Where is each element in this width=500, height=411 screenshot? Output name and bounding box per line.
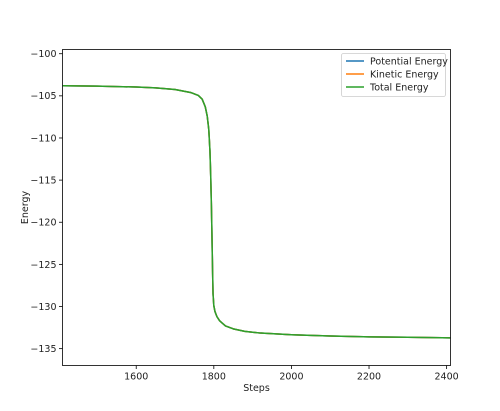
legend-label-2: Total Energy xyxy=(369,82,429,93)
x-tick-label: 2400 xyxy=(435,372,459,383)
x-tick-label: 1600 xyxy=(124,372,148,383)
y-axis-label: Energy xyxy=(20,190,31,224)
series-line-1 xyxy=(62,84,451,339)
legend-box xyxy=(341,53,446,97)
legend-label-1: Kinetic Energy xyxy=(370,69,439,80)
y-axis-ticks: −100 −105 −110 −115 −120 −125 −130 −135 xyxy=(30,49,63,355)
legend-items: Potential Energy Kinetic Energy Total Ener… xyxy=(346,56,448,93)
y-tick-label: −120 xyxy=(30,218,56,229)
series-layer xyxy=(62,84,451,339)
series-line-0 xyxy=(62,84,451,339)
x-tick-label: 2200 xyxy=(357,372,381,383)
legend: Potential Energy Kinetic Energy Total Ener… xyxy=(341,53,448,97)
y-tick-label: −135 xyxy=(30,344,56,355)
plot-frame xyxy=(62,49,451,366)
y-tick-label: −100 xyxy=(30,49,56,60)
legend-label-0: Potential Energy xyxy=(370,56,448,67)
x-tick-label: 1800 xyxy=(202,372,226,383)
x-axis-label: Steps xyxy=(243,383,270,394)
y-tick-label: −125 xyxy=(30,260,56,271)
y-tick-label: −105 xyxy=(30,91,56,102)
y-tick-label: −130 xyxy=(30,302,56,313)
x-axis-ticks: 1600 1800 2000 2200 2400 xyxy=(124,365,459,383)
y-tick-label: −115 xyxy=(30,176,56,187)
x-tick-label: 2000 xyxy=(279,372,303,383)
series-line-2 xyxy=(62,84,451,339)
y-tick-label: −110 xyxy=(30,133,56,144)
